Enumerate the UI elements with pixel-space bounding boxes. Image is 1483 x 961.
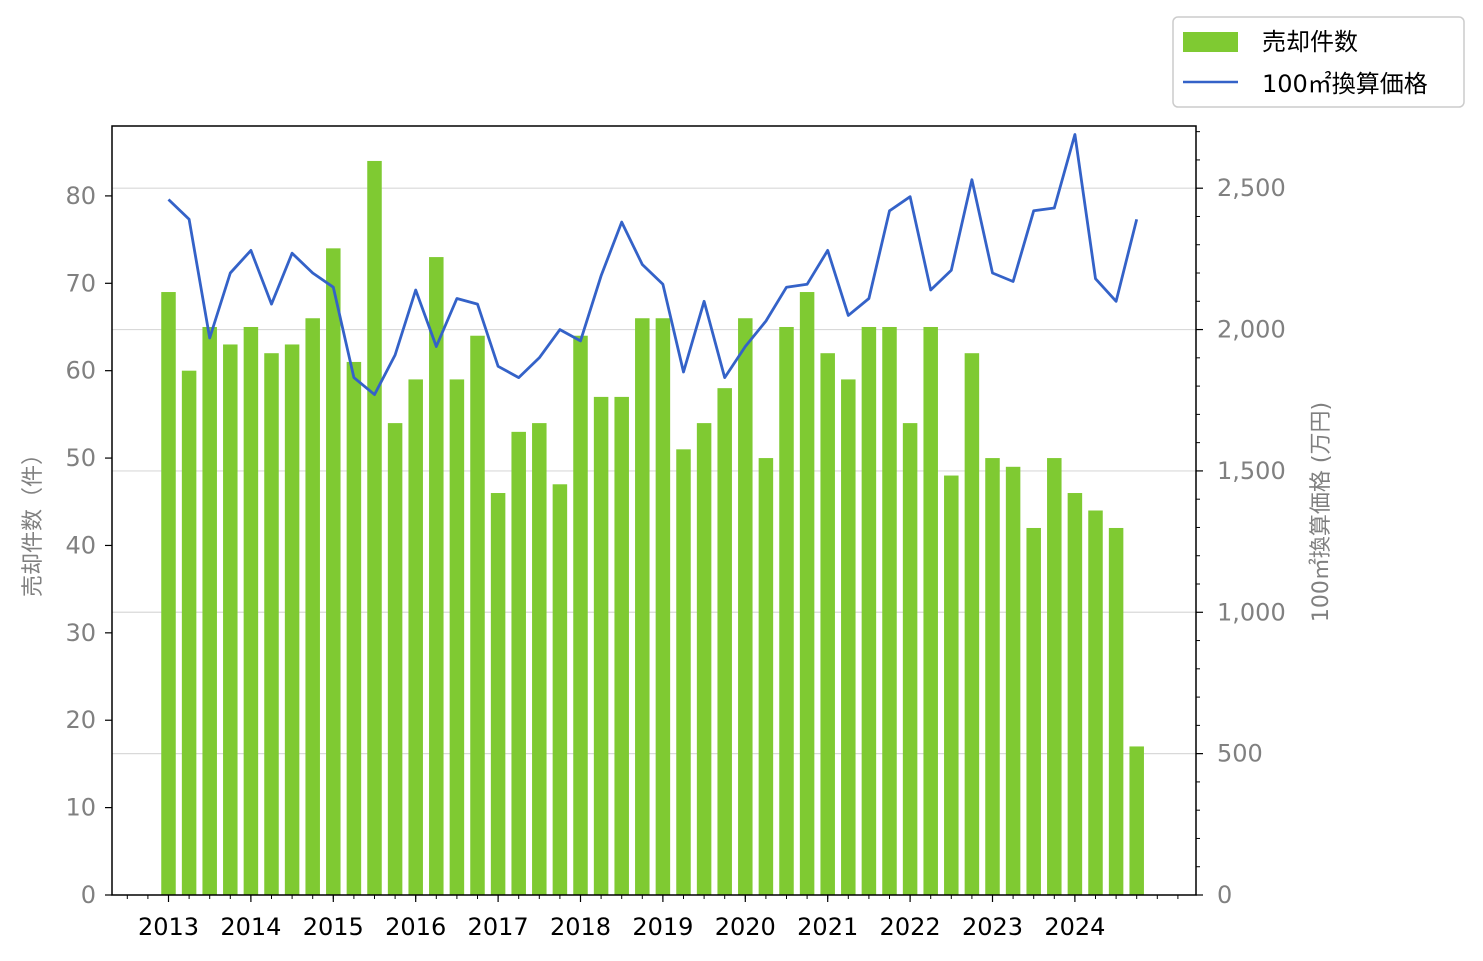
- right-tick-label: 1,500: [1217, 457, 1286, 485]
- legend-bar-label: 売却件数: [1262, 28, 1358, 56]
- bar: [779, 326, 794, 895]
- bar: [429, 257, 444, 895]
- bar: [1005, 466, 1021, 895]
- bar: [1088, 510, 1103, 895]
- left-axis: 0 10 20 30 40 50 60 70 80: [65, 182, 112, 909]
- bar: [223, 344, 238, 895]
- bar: [243, 326, 259, 895]
- left-tick-label: 60: [65, 357, 96, 385]
- bar: [861, 326, 877, 895]
- bar: [346, 361, 362, 895]
- price-line: [167, 133, 1139, 397]
- bar: [1108, 527, 1124, 895]
- bar: [902, 423, 918, 895]
- bar: [923, 326, 938, 895]
- bar: [449, 379, 465, 896]
- line-series: [167, 133, 1139, 397]
- bar: [284, 344, 300, 895]
- x-tick-label: 2024: [1044, 913, 1105, 941]
- x-tick-label: 2018: [550, 913, 611, 941]
- bar: [1026, 527, 1041, 895]
- right-tick-label: 2,000: [1217, 316, 1286, 344]
- bar: [367, 160, 382, 896]
- bar: [964, 353, 980, 895]
- left-axis-title: 売却件数（件）: [21, 443, 46, 597]
- bar: [552, 484, 568, 895]
- x-tick-label: 2014: [220, 913, 281, 941]
- bar: [655, 318, 671, 895]
- left-tick-label: 30: [65, 619, 96, 647]
- right-tick-label: 1,000: [1217, 598, 1286, 626]
- x-tick-label: 2021: [797, 913, 858, 941]
- bar: [738, 318, 753, 895]
- bar: [326, 248, 341, 895]
- right-tick-label: 0: [1217, 881, 1232, 909]
- bar: [696, 423, 712, 895]
- bar: [593, 396, 609, 895]
- bar: [1067, 493, 1083, 895]
- x-tick-label: 2016: [385, 913, 446, 941]
- bar: [511, 431, 526, 895]
- right-axis-title: 100㎡換算価格 (万円): [1308, 402, 1334, 622]
- bar: [820, 353, 835, 895]
- left-tick-label: 0: [81, 881, 96, 909]
- left-tick-label: 40: [65, 531, 96, 559]
- bar: [305, 318, 320, 895]
- x-tick-label: 2020: [715, 913, 776, 941]
- bar: [676, 449, 691, 895]
- legend: 売却件数 100㎡換算価格: [1172, 16, 1465, 108]
- left-tick-label: 80: [65, 182, 96, 210]
- bar-series: [161, 160, 1144, 896]
- bar: [985, 458, 1000, 895]
- right-tick-label: 2,500: [1217, 174, 1286, 202]
- plot-frame: [111, 125, 1197, 896]
- legend-bar-swatch: [1183, 32, 1238, 52]
- bar: [758, 458, 774, 895]
- x-tick-label: 2017: [468, 913, 529, 941]
- bar: [717, 388, 732, 895]
- x-tick-label: 2015: [303, 913, 364, 941]
- legend-frame: [1172, 16, 1465, 108]
- bar: [202, 326, 217, 895]
- bar: [841, 379, 856, 896]
- left-tick-label: 10: [65, 794, 96, 822]
- x-tick-label: 2022: [880, 913, 941, 941]
- x-tick-label: 2023: [962, 913, 1023, 941]
- bar: [532, 423, 547, 895]
- right-tick-label: 500: [1217, 740, 1263, 768]
- legend-line-label: 100㎡換算価格: [1262, 70, 1428, 98]
- left-tick-label: 50: [65, 444, 96, 472]
- bar: [799, 292, 815, 896]
- bar: [470, 335, 485, 895]
- bar: [387, 423, 403, 895]
- x-tick-label: 2019: [632, 913, 693, 941]
- bar: [1047, 458, 1062, 895]
- bar: [614, 396, 629, 895]
- bar: [573, 335, 588, 895]
- x-tick-label: 2013: [138, 913, 199, 941]
- left-tick-label: 20: [65, 706, 96, 734]
- bar: [264, 353, 279, 895]
- bar: [1129, 746, 1144, 895]
- bar: [944, 475, 959, 895]
- bar: [882, 326, 897, 895]
- x-axis: 2013 2014 2015 2016 2017 2018 2019 2020 2021 2022…: [126, 895, 1179, 941]
- bar: [181, 370, 197, 895]
- bar: [490, 493, 506, 895]
- bar: [635, 318, 650, 895]
- bar: [408, 379, 423, 896]
- bar: [161, 292, 176, 896]
- left-tick-label: 70: [65, 269, 96, 297]
- right-axis: 0 500 1,000 1,500 2,000 2,500: [1196, 131, 1286, 909]
